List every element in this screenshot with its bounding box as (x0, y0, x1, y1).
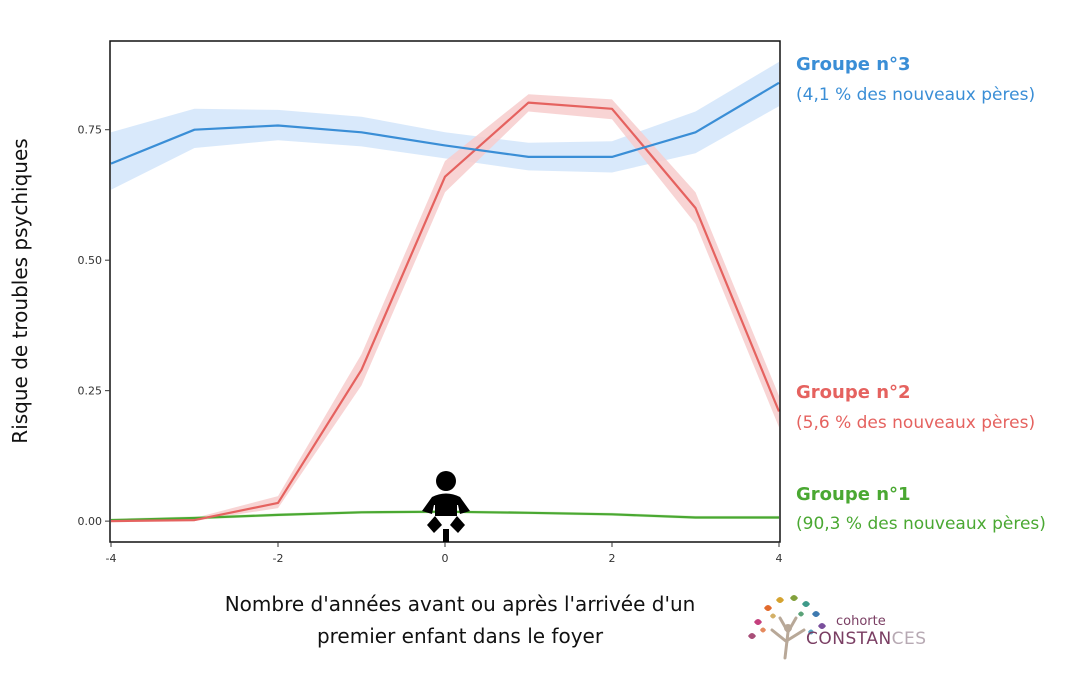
y-tick-label: 0.25 (78, 385, 103, 398)
x-tick-label: -4 (106, 552, 117, 565)
y-tick-label: 0.00 (78, 515, 103, 528)
x-axis-label: Nombre d'années avant ou après l'arrivée… (160, 588, 760, 652)
x-tick-label: -2 (273, 552, 284, 565)
x-tick-label: 0 (442, 552, 449, 565)
x-axis-label-line-1: Nombre d'années avant ou après l'arrivée… (224, 592, 696, 616)
series-labels: Groupe n°3 (4,1 % des nouveaux pères) Grou… (796, 54, 1046, 534)
y-axis: 0.00 0.25 0.50 0.75 (78, 124, 110, 528)
y-tick-label: 0.75 (78, 124, 103, 137)
y-tick-label: 0.50 (78, 254, 103, 267)
chart: 0.00 0.25 0.50 0.75 -4 -2 0 2 4 Risque de troub… (8, 40, 1046, 565)
series-1-label: Groupe n°3 (796, 54, 911, 75)
x-tick-label: 4 (776, 552, 783, 565)
x-axis-label-line-2: premier enfant dans le foyer (316, 624, 604, 648)
series-3-sublabel: (90,3 % des nouveaux pères) (796, 514, 1046, 534)
baby-icon (422, 471, 470, 542)
x-tick-label: 2 (609, 552, 616, 565)
logo-text-constances: CONSTANCES (806, 629, 927, 649)
logo-text-constances-part1: CONSTAN (806, 629, 892, 649)
y-axis-label: Risque de troubles psychiques (8, 138, 32, 443)
logo-text-cohorte: cohorte (836, 614, 886, 629)
confidence-bands (111, 61, 779, 522)
series-1-sublabel: (4,1 % des nouveaux pères) (796, 85, 1035, 105)
series-2-confidence-band (111, 94, 779, 522)
series-2-sublabel: (5,6 % des nouveaux pères) (796, 413, 1035, 433)
series-2-label: Groupe n°2 (796, 382, 911, 403)
series-3-label: Groupe n°1 (796, 484, 911, 505)
series-3-confidence-band (111, 510, 779, 522)
logo-text-constances-part2: CES (891, 629, 927, 649)
constances-tree-logo (748, 595, 826, 660)
x-axis: -4 -2 0 2 4 (106, 542, 783, 565)
constances-logo: cohorte CONSTANCES (742, 592, 932, 662)
